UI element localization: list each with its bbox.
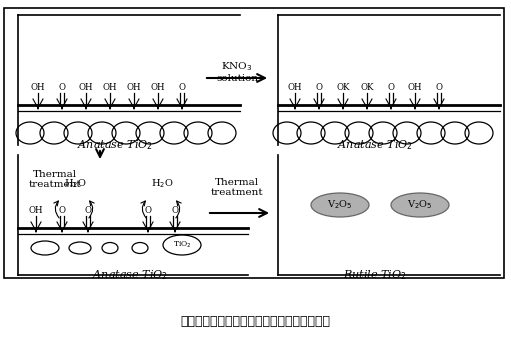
Text: Thermal
treatment: Thermal treatment <box>29 170 81 189</box>
Text: OK: OK <box>360 83 374 92</box>
Text: 城市环境所在烟气脱硝催化剂研究中取得进展: 城市环境所在烟气脱硝催化剂研究中取得进展 <box>180 315 330 328</box>
Text: V$_2$O$_5$: V$_2$O$_5$ <box>407 199 433 211</box>
Text: OH: OH <box>29 206 43 215</box>
Text: Anatase TiO$_2$: Anatase TiO$_2$ <box>77 138 153 152</box>
Text: O: O <box>172 206 178 215</box>
Text: O: O <box>387 83 394 92</box>
Text: O: O <box>84 206 91 215</box>
Text: TiO$_2$: TiO$_2$ <box>173 240 192 250</box>
Text: Rutile TiO$_2$: Rutile TiO$_2$ <box>343 268 407 282</box>
Text: O: O <box>435 83 443 92</box>
Text: KNO$_3$
solution: KNO$_3$ solution <box>216 60 258 83</box>
Text: Anatase TiO$_2$: Anatase TiO$_2$ <box>92 268 168 282</box>
Text: O: O <box>178 83 185 92</box>
Ellipse shape <box>391 193 449 217</box>
Text: OH: OH <box>79 83 93 92</box>
Text: H$_2$O: H$_2$O <box>64 177 86 190</box>
Text: OH: OH <box>31 83 45 92</box>
Text: V$_2$O$_5$: V$_2$O$_5$ <box>327 199 353 211</box>
Text: O: O <box>315 83 322 92</box>
Text: OH: OH <box>288 83 302 92</box>
Text: OH: OH <box>151 83 165 92</box>
Ellipse shape <box>311 193 369 217</box>
Text: OH: OH <box>408 83 422 92</box>
Text: OK: OK <box>336 83 350 92</box>
Text: O: O <box>58 83 65 92</box>
Text: Thermal
treatment: Thermal treatment <box>211 177 263 197</box>
Bar <box>4 8 504 278</box>
Text: OH: OH <box>127 83 141 92</box>
Text: O: O <box>145 206 151 215</box>
Text: H$_2$O: H$_2$O <box>151 177 173 190</box>
Text: O: O <box>58 206 65 215</box>
Text: Anatase TiO$_2$: Anatase TiO$_2$ <box>337 138 413 152</box>
Text: OH: OH <box>103 83 117 92</box>
